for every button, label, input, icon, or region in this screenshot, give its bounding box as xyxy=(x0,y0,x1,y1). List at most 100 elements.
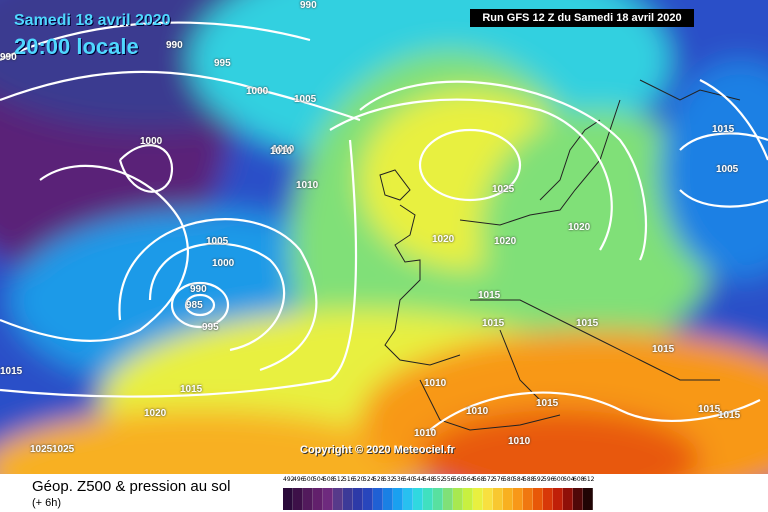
isobar-label: 1020 xyxy=(494,236,517,247)
isobar-label: 990 xyxy=(166,40,183,51)
copyright-text: Copyright © 2020 Meteociel.fr xyxy=(300,444,455,456)
legend-swatch xyxy=(323,488,333,510)
legend-swatch xyxy=(303,488,313,510)
legend-value: 512 xyxy=(333,476,345,483)
legend-swatch xyxy=(523,488,533,510)
isobar-label: 1010 xyxy=(414,428,437,439)
isobar-label: 995 xyxy=(202,322,219,333)
isobar-label: 1015 xyxy=(536,398,559,409)
isobar-label: 1015 xyxy=(652,344,675,355)
isobar-label: 1000 xyxy=(212,258,235,269)
legend-swatch xyxy=(563,488,573,510)
legend-swatch xyxy=(573,488,583,510)
isobar-label: 1010 xyxy=(272,144,295,155)
isobar-label: 1015 xyxy=(0,366,23,377)
legend-value: 536 xyxy=(393,476,405,483)
legend-swatch xyxy=(483,488,493,510)
legend-value: 596 xyxy=(543,476,555,483)
legend-value: 520 xyxy=(353,476,365,483)
legend-value: 540 xyxy=(403,476,415,483)
legend-swatch xyxy=(453,488,463,510)
legend-swatch xyxy=(343,488,353,510)
legend-swatch xyxy=(503,488,513,510)
map-title: Géop. Z500 & pression au sol xyxy=(32,478,231,495)
legend-value: 580 xyxy=(503,476,515,483)
legend-value: 556 xyxy=(443,476,455,483)
isobar-label: 1025 xyxy=(52,444,75,455)
isobar-label: 1000 xyxy=(246,86,269,97)
legend-value: 576 xyxy=(493,476,505,483)
legend-swatch xyxy=(403,488,413,510)
isobar-label: 1005 xyxy=(294,94,317,105)
isobar-label: 1020 xyxy=(568,222,591,233)
legend-value: 592 xyxy=(533,476,545,483)
legend-value: 608 xyxy=(573,476,585,483)
isobar-label: 990 xyxy=(0,52,17,63)
isobar-label: 985 xyxy=(186,300,203,311)
legend-swatch xyxy=(463,488,473,510)
isobar-label: 1015 xyxy=(482,318,505,329)
legend-value: 508 xyxy=(323,476,335,483)
isobar-label: 1000 xyxy=(140,136,163,147)
forecast-time: 20:00 locale xyxy=(14,34,139,59)
forecast-date: Samedi 18 avril 2020 xyxy=(14,12,171,29)
legend-value: 560 xyxy=(453,476,465,483)
footer-panel: Géop. Z500 & pression au sol (+ 6h) 492 4… xyxy=(0,474,768,512)
legend-swatch xyxy=(333,488,343,510)
legend-swatch xyxy=(493,488,503,510)
isobar-label: 1025 xyxy=(30,444,53,455)
geopotential-field xyxy=(0,0,768,474)
legend-value: 584 xyxy=(513,476,525,483)
legend-value: 552 xyxy=(433,476,445,483)
isobar-label: 1010 xyxy=(296,180,319,191)
legend-swatch xyxy=(443,488,453,510)
isobar-label: 1015 xyxy=(478,290,501,301)
isobar-label: 1015 xyxy=(180,384,203,395)
isobar-label: 1020 xyxy=(432,234,455,245)
legend-swatch xyxy=(433,488,443,510)
legend-value: 528 xyxy=(373,476,385,483)
isobar-label: 990 xyxy=(190,284,207,295)
isobar-label: 995 xyxy=(214,58,231,69)
isobar-label: 1020 xyxy=(144,408,167,419)
legend-swatches xyxy=(283,488,753,510)
legend-swatch xyxy=(363,488,373,510)
legend-swatch xyxy=(543,488,553,510)
legend-value: 612 xyxy=(583,476,595,483)
isobar-label: 1015 xyxy=(576,318,599,329)
isobar-label: 990 xyxy=(300,0,317,11)
legend-swatch xyxy=(413,488,423,510)
isobar-label: 1015 xyxy=(712,124,735,135)
legend-swatch xyxy=(473,488,483,510)
legend-value: 604 xyxy=(563,476,575,483)
legend-swatch xyxy=(423,488,433,510)
legend-value: 492 xyxy=(283,476,295,483)
isobar-label: 1010 xyxy=(270,146,293,157)
forecast-offset: (+ 6h) xyxy=(32,497,62,509)
legend-swatch xyxy=(513,488,523,510)
legend-swatch xyxy=(373,488,383,510)
legend-value: 524 xyxy=(363,476,375,483)
legend-value: 564 xyxy=(463,476,475,483)
isobar-label: 1015 xyxy=(718,410,741,421)
legend-value: 568 xyxy=(473,476,485,483)
legend-value: 548 xyxy=(423,476,435,483)
legend-swatch xyxy=(353,488,363,510)
color-legend: 492 496 500 504 508 512 516 520 524 528 532 536 540 5… xyxy=(283,476,753,510)
isobar-label: 1015 xyxy=(698,404,721,415)
legend-swatch xyxy=(393,488,403,510)
isobar-label: 1010 xyxy=(508,436,531,447)
color-shading xyxy=(0,0,768,474)
legend-value: 572 xyxy=(483,476,495,483)
legend-swatch xyxy=(553,488,563,510)
isobar-label: 1025 xyxy=(492,184,515,195)
legend-swatch xyxy=(293,488,303,510)
legend-value: 504 xyxy=(313,476,325,483)
legend-swatch xyxy=(313,488,323,510)
legend-value: 544 xyxy=(413,476,425,483)
isobar-label: 1010 xyxy=(466,406,489,417)
legend-labels: 492 496 500 504 508 512 516 520 524 528 532 536 540 5… xyxy=(283,476,753,488)
legend-value: 588 xyxy=(523,476,535,483)
legend-value: 532 xyxy=(383,476,395,483)
isobar-label: 1005 xyxy=(206,236,229,247)
